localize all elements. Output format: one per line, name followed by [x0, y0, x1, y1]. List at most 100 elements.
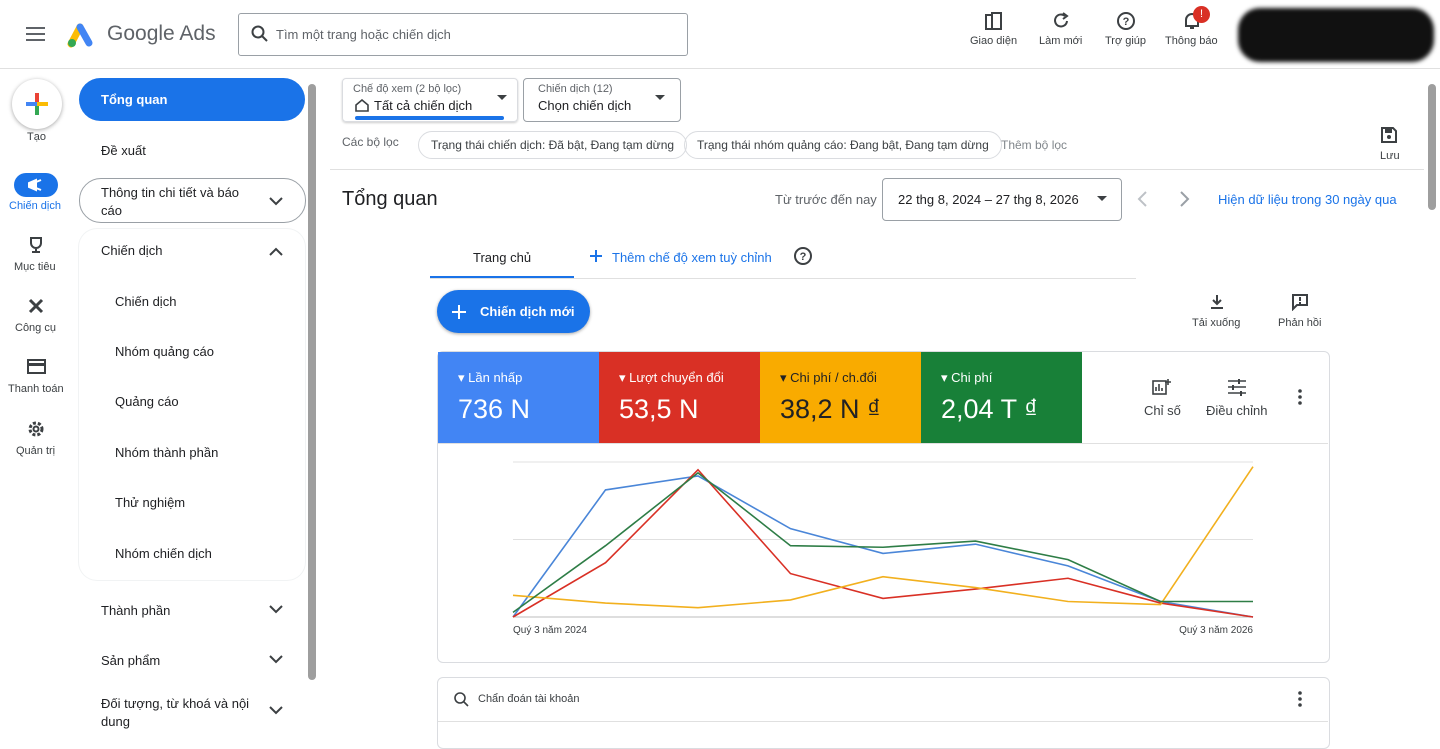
save-icon[interactable] [1380, 126, 1398, 144]
legend-label: Chi phí / ch.đổi [790, 370, 877, 385]
diagnostics-card [437, 677, 1330, 749]
filter-chip[interactable]: Trạng thái nhóm quảng cáo: Đang bật, Đan… [684, 131, 1002, 159]
tab[interactable]: Trang chủ [473, 250, 532, 265]
scorecard[interactable]: ▾ Lần nhấp 736 N [438, 352, 599, 443]
rail-label[interactable]: Công cụ [15, 322, 56, 334]
scrollbar[interactable] [308, 84, 316, 680]
appearance-icon[interactable] [984, 11, 1004, 31]
view-selector[interactable] [342, 78, 518, 122]
scorecard-value: 736 N [458, 394, 531, 424]
notification-badge: ! [1193, 6, 1210, 23]
rail-label[interactable]: Thanh toán [8, 383, 64, 395]
logo [67, 23, 93, 48]
more-icon[interactable] [1297, 388, 1303, 406]
tools-icon [28, 298, 44, 314]
view-underline [355, 116, 504, 120]
tab-divider [430, 278, 1136, 279]
adjust-label[interactable]: Điều chỉnh [1206, 403, 1268, 418]
more-icon[interactable] [1297, 690, 1303, 708]
scorecard[interactable]: ▾ Lượt chuyển đổi 53,5 N [599, 352, 760, 443]
series-line [512, 475, 1254, 618]
series-line [512, 471, 1253, 613]
scorecard-label: ▾ Lần nhấp [458, 370, 523, 385]
home-icon [355, 99, 369, 112]
divider [438, 443, 1328, 444]
date-picker[interactable] [882, 178, 1122, 221]
search-box[interactable] [238, 13, 688, 56]
nav-item[interactable]: Tổng quan [101, 92, 168, 107]
filter-chip[interactable]: Trạng thái chiến dịch: Đã bật, Đang tạm … [418, 131, 688, 159]
x-tick-label: Quý 3 năm 2026 [1179, 625, 1253, 636]
header-action[interactable]: Trợ giúp [1105, 35, 1147, 47]
metrics-icon[interactable] [1152, 378, 1172, 396]
scorecard-label: ▾ Chi phí / ch.đổi [780, 370, 877, 385]
refresh-icon[interactable] [1052, 11, 1072, 31]
scorecard-value: 53,5 N [619, 394, 699, 424]
nav-item[interactable]: Thông tin chi tiết và báo cáo [101, 185, 240, 218]
dropdown-arrow [1097, 196, 1107, 201]
legend-label: Chi phí [951, 370, 993, 385]
x-tick-label: Quý 3 năm 2024 [513, 625, 587, 636]
add-filter[interactable]: Thêm bộ lọc [1001, 138, 1068, 152]
billing-icon [27, 359, 46, 374]
nav-subitem[interactable]: Nhóm quảng cáo [115, 344, 215, 359]
download-icon[interactable] [1209, 294, 1225, 310]
divider [438, 721, 1328, 722]
line-chart: Quý 3 năm 2024 Quý 3 năm 2026 [512, 461, 1254, 636]
svg-text:?: ? [800, 251, 807, 263]
header-action[interactable]: Thông báo [1165, 35, 1218, 47]
help-icon[interactable]: ? [1116, 11, 1136, 31]
scorecard[interactable]: ▾ Chi phí / ch.đổi 38,2 N ₫ [760, 352, 921, 443]
metrics-label[interactable]: Chỉ số [1144, 403, 1181, 418]
divider [330, 169, 1424, 170]
recent-link[interactable]: Hiện dữ liệu trong 30 ngày qua [1218, 192, 1397, 207]
rail-label[interactable]: Quản trị [16, 445, 56, 457]
admin-icon [28, 421, 44, 437]
nav-item[interactable]: Đề xuất [101, 143, 146, 158]
feedback-label[interactable]: Phản hồi [1278, 317, 1322, 329]
nav-subitem[interactable]: Quảng cáo [115, 394, 179, 409]
view-value: Tất cả chiến dịch [374, 98, 473, 113]
help-icon[interactable]: ? [793, 246, 813, 266]
save-label[interactable]: Lưu [1380, 150, 1400, 162]
feedback-icon[interactable] [1291, 293, 1309, 311]
nav-subitem[interactable]: Thử nghiệm [115, 495, 186, 510]
download-label[interactable]: Tải xuống [1192, 317, 1241, 329]
adjust-icon[interactable] [1227, 378, 1247, 396]
tab[interactable]: Thêm chế độ xem tuỳ chỉnh [612, 250, 772, 265]
filters-label: Các bộ lọc [342, 135, 399, 149]
scorecard[interactable]: ▾ Chi phí 2,04 T ₫ [921, 352, 1082, 443]
nav-item[interactable]: Sản phẩm [101, 653, 161, 668]
scrollbar[interactable] [1428, 84, 1436, 210]
scorecard-label: ▾ Chi phí [941, 370, 993, 385]
search-icon [251, 25, 268, 42]
page-title: Tổng quan [342, 188, 438, 210]
new-campaign-label: Chiến dịch mới [480, 304, 575, 319]
nav-item[interactable]: Đối tượng, từ khoá và nội dung [101, 696, 250, 729]
campaign-selector[interactable] [523, 78, 681, 122]
rail-label[interactable]: Mục tiêu [14, 261, 56, 273]
nav-item[interactable]: Thành phần [101, 603, 171, 618]
campaign-value: Chọn chiến dịch [538, 98, 632, 113]
date-arrows[interactable] [1135, 190, 1195, 208]
diagnostics-title: Chẩn đoán tài khoản [478, 693, 580, 705]
menu-icon[interactable] [26, 26, 46, 42]
goal-icon [30, 237, 42, 253]
nav-item[interactable]: Chiến dịch [101, 243, 163, 258]
nav-subitem[interactable]: Nhóm chiến dịch [115, 546, 212, 561]
header-action[interactable]: Làm mới [1039, 35, 1083, 47]
view-label: Chế độ xem (2 bộ lọc) [353, 83, 462, 95]
rail-label[interactable]: Tạo [27, 131, 46, 143]
header-action[interactable]: Giao diện [970, 35, 1018, 47]
scorecard-label: ▾ Lượt chuyển đổi [619, 370, 724, 385]
rail-label[interactable]: Chiến dịch [9, 200, 61, 212]
nav-subitem[interactable]: Nhóm thành phần [115, 445, 219, 460]
date-label: Từ trước đến nay [775, 192, 877, 207]
search-placeholder: Tìm một trang hoặc chiến dịch [276, 27, 451, 42]
nav-group[interactable] [79, 178, 306, 223]
series-line [512, 468, 1254, 618]
tab-indicator [430, 276, 574, 278]
nav-subitem[interactable]: Chiến dịch [115, 294, 177, 309]
campaign-icon [28, 178, 42, 192]
